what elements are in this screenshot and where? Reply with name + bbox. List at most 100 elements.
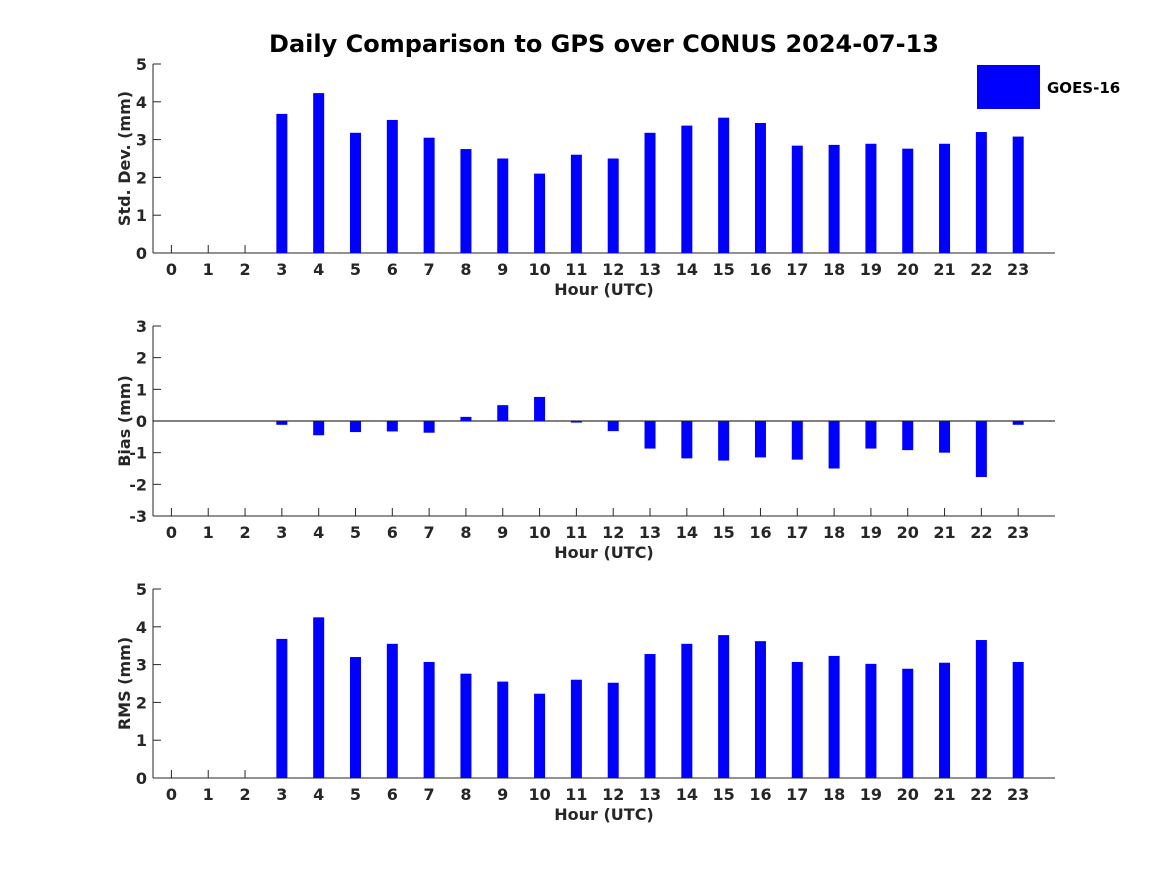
x-tick-label-rms: 17 [786,785,808,804]
x-tick-label-bias: 6 [387,523,398,542]
bar-std-dev-hour-16 [754,122,766,253]
y-axis-label-std-dev: Std. Dev. (mm) [115,91,134,226]
y-axis-label-bias: Bias (mm) [115,375,134,467]
y-tick-label-bias: 2 [136,349,147,368]
bar-bias-hour-4 [313,421,325,436]
x-tick-label-rms: 11 [565,785,587,804]
bar-rms-hour-8 [460,673,472,778]
x-tick-label-bias: 13 [639,523,661,542]
x-tick-label-bias: 8 [460,523,471,542]
y-tick-label-rms: 5 [136,580,147,599]
bar-std-dev-hour-11 [570,154,582,253]
bar-rms-hour-22 [975,640,987,778]
bar-bias-hour-11 [570,421,582,423]
x-tick-label-bias: 1 [203,523,214,542]
y-tick-label-bias: -1 [129,444,147,463]
chart-title: Daily Comparison to GPS over CONUS 2024-… [269,30,939,58]
x-tick-label-bias: 9 [497,523,508,542]
bar-std-dev-hour-17 [791,145,803,253]
bar-bias-hour-19 [865,421,877,449]
x-tick-label-std-dev: 19 [860,260,882,279]
x-axis-label-rms: Hour (UTC) [554,805,654,824]
bar-bias-hour-6 [386,421,398,432]
x-tick-label-bias: 5 [350,523,361,542]
bar-bias-hour-23 [1012,421,1024,425]
x-tick-label-bias: 2 [239,523,250,542]
x-tick-label-bias: 11 [565,523,587,542]
x-tick-label-bias: 18 [823,523,845,542]
x-tick-label-bias: 4 [313,523,324,542]
x-tick-label-rms: 14 [676,785,698,804]
x-tick-label-bias: 21 [933,523,955,542]
x-tick-label-rms: 0 [166,785,177,804]
bar-rms-hour-21 [939,662,951,778]
bar-std-dev-hour-3 [276,113,288,254]
bar-std-dev-hour-13 [644,132,656,253]
bar-bias-hour-15 [718,421,730,461]
bar-bias-hour-5 [349,421,361,433]
x-tick-label-std-dev: 7 [424,260,435,279]
bar-rms-hour-6 [386,643,398,778]
x-tick-label-bias: 22 [970,523,992,542]
x-tick-label-bias: 7 [424,523,435,542]
bar-rms-hour-14 [681,643,693,778]
x-tick-label-std-dev: 4 [313,260,324,279]
x-tick-label-bias: 20 [897,523,919,542]
legend-swatch-goes-16 [977,65,1040,109]
y-tick-label-bias: -3 [129,507,147,526]
x-tick-label-bias: 0 [166,523,177,542]
x-tick-label-std-dev: 2 [239,260,250,279]
y-tick-label-bias: 3 [136,317,147,336]
y-tick-label-rms: 4 [136,618,147,637]
x-tick-label-std-dev: 5 [350,260,361,279]
x-tick-label-rms: 22 [970,785,992,804]
bar-std-dev-hour-21 [939,143,951,253]
y-tick-label-std-dev: 2 [136,168,147,187]
x-tick-label-std-dev: 16 [749,260,771,279]
bar-bias-hour-20 [902,421,914,451]
x-tick-label-rms: 2 [239,785,250,804]
x-tick-label-rms: 23 [1007,785,1029,804]
bar-bias-hour-16 [754,421,766,458]
y-tick-label-bias: 0 [136,412,147,431]
bar-bias-hour-17 [791,421,803,460]
y-tick-label-std-dev: 3 [136,131,147,150]
bar-rms-hour-17 [791,661,803,778]
x-tick-label-rms: 8 [460,785,471,804]
bar-bias-hour-8 [460,416,472,421]
x-tick-label-bias: 16 [749,523,771,542]
bar-std-dev-hour-9 [497,158,509,253]
x-tick-label-rms: 1 [203,785,214,804]
x-tick-label-std-dev: 13 [639,260,661,279]
x-tick-label-bias: 15 [713,523,735,542]
y-tick-label-rms: 3 [136,656,147,675]
legend: GOES-16 [977,65,1120,109]
x-tick-label-std-dev: 14 [676,260,698,279]
bar-bias-hour-18 [828,421,840,469]
x-tick-label-std-dev: 9 [497,260,508,279]
y-tick-label-rms: 0 [136,769,147,788]
y-tick-label-bias: -2 [129,475,147,494]
x-tick-label-std-dev: 11 [565,260,587,279]
y-tick-label-rms: 2 [136,693,147,712]
x-tick-label-bias: 14 [676,523,698,542]
bar-rms-hour-23 [1012,661,1024,778]
x-tick-label-rms: 20 [897,785,919,804]
x-tick-label-rms: 12 [602,785,624,804]
x-tick-label-rms: 16 [749,785,771,804]
x-tick-label-std-dev: 10 [528,260,550,279]
x-tick-label-std-dev: 3 [276,260,287,279]
x-tick-label-rms: 7 [424,785,435,804]
bar-std-dev-hour-15 [718,117,730,254]
legend-label-goes-16: GOES-16 [1047,79,1120,97]
bar-std-dev-hour-20 [902,148,914,253]
bar-std-dev-hour-19 [865,143,877,253]
x-axis-label-std-dev: Hour (UTC) [554,280,654,299]
y-tick-label-std-dev: 5 [136,55,147,74]
bar-bias-hour-13 [644,421,656,449]
y-tick-label-bias: 1 [136,380,147,399]
bar-std-dev-hour-4 [313,93,325,253]
